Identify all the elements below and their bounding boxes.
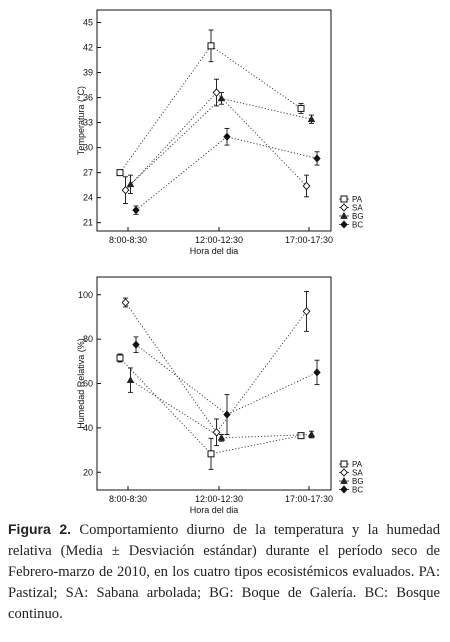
series-sa bbox=[121, 290, 311, 447]
legend-label: BC bbox=[352, 486, 363, 495]
y-tick-label: 20 bbox=[83, 467, 93, 477]
y-tick-label: 60 bbox=[83, 379, 93, 389]
series-bg bbox=[126, 92, 316, 194]
series-pa bbox=[116, 353, 305, 470]
series-bc bbox=[132, 336, 321, 435]
legend-label: BG bbox=[352, 212, 364, 221]
y-tick-label: 100 bbox=[78, 290, 93, 300]
data-point bbox=[121, 298, 130, 307]
y-tick-label: 80 bbox=[83, 334, 93, 344]
data-point bbox=[126, 180, 135, 188]
series-sa bbox=[121, 78, 311, 204]
data-point bbox=[207, 450, 215, 458]
data-point bbox=[212, 88, 221, 97]
chart-2: 20 40 60 80 100 8:00-8:30 12:00-12:30 17:00-17:… bbox=[76, 276, 364, 515]
data-point bbox=[116, 169, 124, 177]
legend-marker bbox=[340, 476, 348, 484]
data-point bbox=[132, 340, 140, 349]
chart-1: 21 24 27 30 33 36 39 42 45 8:00-8:30 12:00-12:30 17… bbox=[76, 9, 364, 256]
caption-label: Figura 2. bbox=[8, 521, 72, 537]
legend-label: SA bbox=[352, 469, 363, 478]
legend-label: PA bbox=[352, 460, 363, 469]
x-tick-label: 8:00-8:30 bbox=[109, 494, 147, 504]
legend-marker bbox=[340, 220, 348, 229]
legend-marker bbox=[340, 195, 348, 203]
x-tick-label: 12:00-12:30 bbox=[195, 494, 243, 504]
x-axis-title: Hora del dia bbox=[190, 505, 239, 515]
y-tick-label: 30 bbox=[83, 143, 93, 153]
series-line bbox=[125, 302, 307, 434]
data-point bbox=[126, 376, 135, 384]
legend-label: PA bbox=[352, 195, 363, 204]
series-bg bbox=[126, 367, 316, 442]
y-tick-label: 27 bbox=[83, 168, 93, 178]
data-point bbox=[313, 368, 321, 377]
figure-canvas: 21 24 27 30 33 36 39 42 45 8:00-8:30 12:00-12:30 17… bbox=[76, 9, 364, 515]
y-axis-title: Temperatura (°C) bbox=[76, 86, 86, 155]
series-line bbox=[135, 136, 318, 211]
data-point bbox=[212, 428, 221, 437]
legend-marker bbox=[340, 203, 348, 212]
y-tick-label: 36 bbox=[83, 93, 93, 103]
x-tick-label: 8:00-8:30 bbox=[109, 235, 147, 245]
plot-frame bbox=[96, 9, 332, 232]
y-tick-label: 42 bbox=[83, 43, 93, 53]
legend-marker bbox=[340, 485, 348, 494]
data-point bbox=[217, 94, 226, 102]
y-tick-label: 24 bbox=[83, 193, 93, 203]
figure-caption: Figura 2. Comportamiento diurno de la te… bbox=[8, 519, 440, 625]
y-tick-label: 39 bbox=[83, 68, 93, 78]
data-point bbox=[313, 154, 321, 163]
data-point bbox=[302, 307, 311, 316]
x-tick-label: 17:00-17:30 bbox=[285, 494, 333, 504]
series-line bbox=[130, 379, 312, 439]
legend-marker bbox=[340, 211, 348, 219]
data-point bbox=[132, 205, 140, 215]
data-point bbox=[217, 433, 226, 441]
series-pa bbox=[116, 29, 305, 177]
y-tick-label: 21 bbox=[83, 218, 93, 228]
caption-text: Comportamiento diurno de la temperatura … bbox=[8, 522, 440, 622]
y-tick-label: 40 bbox=[83, 423, 93, 433]
data-point bbox=[297, 104, 305, 112]
x-tick-label: 12:00-12:30 bbox=[195, 235, 243, 245]
series-line bbox=[119, 357, 302, 455]
series-bc bbox=[132, 127, 321, 215]
series-line bbox=[125, 91, 307, 191]
legend-label: BC bbox=[352, 221, 363, 230]
data-point bbox=[223, 410, 231, 419]
data-point bbox=[116, 354, 124, 362]
data-point bbox=[223, 132, 231, 141]
data-point bbox=[121, 185, 130, 195]
plot-frame bbox=[96, 276, 332, 491]
data-point bbox=[307, 430, 316, 438]
data-point bbox=[302, 181, 311, 191]
legend-label: BG bbox=[352, 477, 364, 486]
data-point bbox=[297, 432, 305, 440]
data-point bbox=[207, 42, 215, 50]
series-line bbox=[135, 344, 318, 416]
legend-marker bbox=[340, 460, 348, 468]
y-tick-label: 45 bbox=[83, 18, 93, 28]
x-tick-label: 17:00-17:30 bbox=[285, 235, 333, 245]
y-tick-label: 33 bbox=[83, 118, 93, 128]
x-axis-title: Hora del dia bbox=[190, 246, 239, 256]
legend-marker bbox=[340, 468, 348, 477]
legend-label: SA bbox=[352, 204, 363, 213]
series-line bbox=[119, 45, 302, 173]
y-axis-title: Humedad Relativa (%) bbox=[76, 338, 86, 429]
data-point bbox=[307, 115, 316, 123]
